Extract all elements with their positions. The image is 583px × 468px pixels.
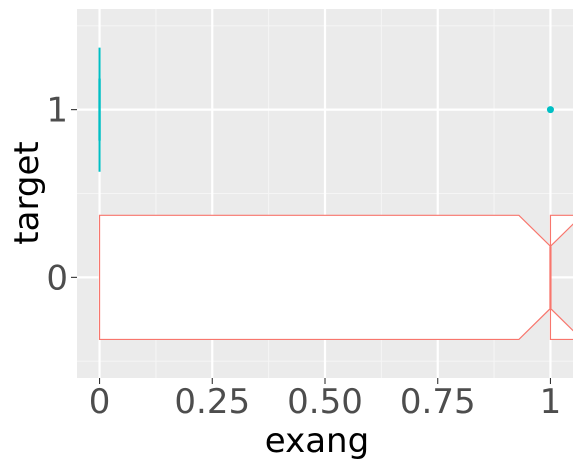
x-tick-label: 0.25 [174,382,250,422]
x-tick-label: 1 [540,382,562,422]
y-tick-label: 1 [46,91,68,131]
box-1-outlier-point [547,106,554,113]
y-axis-ticks [71,110,77,278]
y-tick-label: 0 [46,258,68,298]
x-tick-label: 0.50 [287,382,363,422]
x-tick-label: 0.75 [400,382,476,422]
x-axis-tick-labels: 0 0.25 0.50 0.75 1 [89,382,562,422]
x-axis-title: exang [265,421,369,461]
y-axis-title: target [7,141,47,244]
box-0-body [100,215,582,339]
y-axis-tick-labels: 01 [46,91,68,299]
x-tick-label: 0 [89,382,111,422]
